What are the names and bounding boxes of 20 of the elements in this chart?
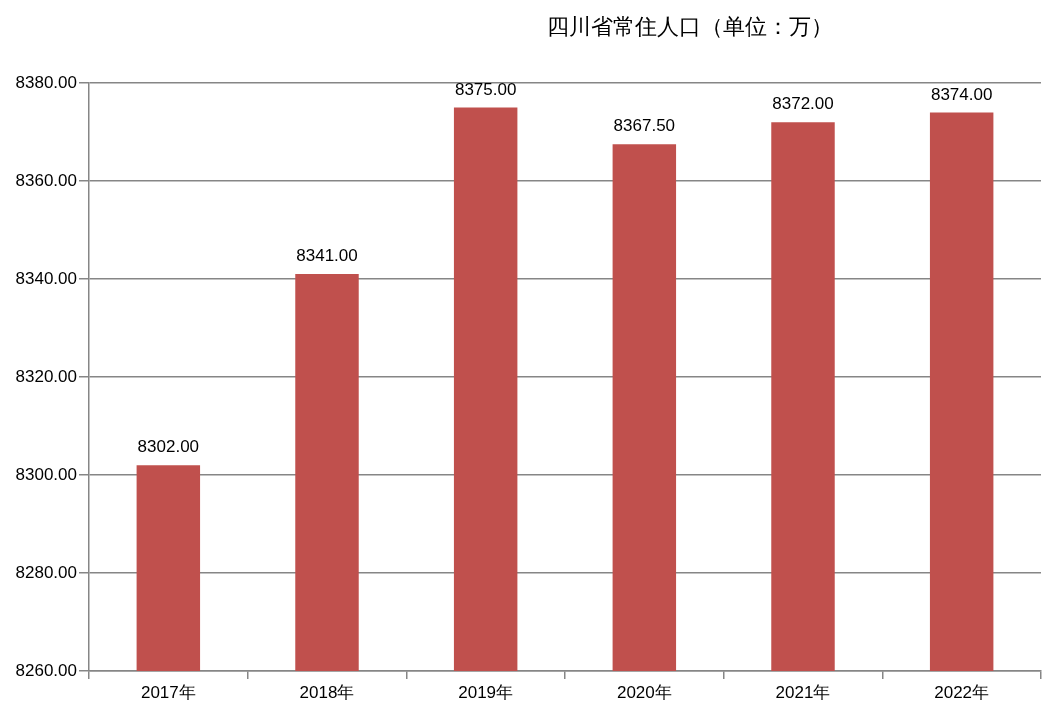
x-tick-label: 2018年 bbox=[299, 682, 355, 702]
y-tick-label: 8300.00 bbox=[15, 464, 77, 484]
data-label: 8372.00 bbox=[772, 94, 834, 114]
x-tick-label: 2019年 bbox=[458, 682, 514, 702]
y-tick-label: 8280.00 bbox=[15, 562, 77, 582]
y-tick-label: 8360.00 bbox=[15, 170, 77, 190]
data-label: 8302.00 bbox=[137, 437, 200, 457]
x-tick-label: 2022年 bbox=[934, 682, 990, 702]
data-label: 8374.00 bbox=[930, 84, 993, 104]
y-tick-label: 8340.00 bbox=[15, 268, 77, 288]
x-tick-label: 2021年 bbox=[775, 682, 831, 702]
x-tick-label: 2017年 bbox=[140, 682, 196, 702]
y-tick-label: 8380.00 bbox=[15, 72, 77, 92]
chart-title: 四川省常住人口（单位：万） bbox=[546, 13, 834, 41]
x-tick-label: 2020年 bbox=[616, 682, 672, 702]
data-label: 8341.00 bbox=[296, 246, 358, 266]
data-label: 8375.00 bbox=[454, 79, 517, 99]
y-tick-label: 8320.00 bbox=[15, 366, 77, 386]
data-label: 8367.50 bbox=[613, 116, 676, 136]
y-tick-label: 8260.00 bbox=[15, 660, 77, 680]
